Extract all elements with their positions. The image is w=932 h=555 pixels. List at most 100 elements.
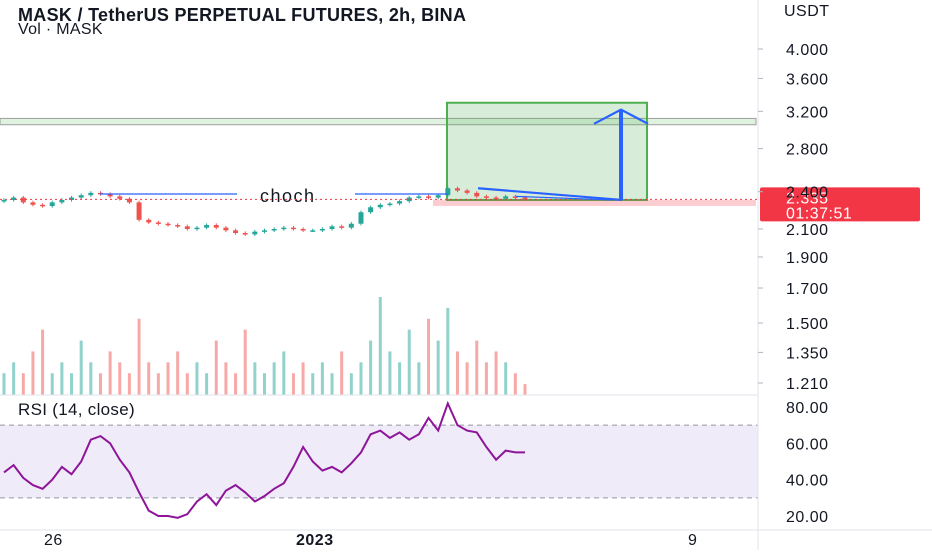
volume-bar (31, 351, 35, 395)
candle-body (474, 192, 480, 197)
volume-bar (214, 340, 218, 395)
candle-body (406, 197, 412, 202)
candle-body (522, 197, 528, 200)
candle-body (271, 228, 277, 231)
volume-bar (446, 307, 450, 395)
candle-body (319, 228, 325, 231)
volume-bar (243, 329, 247, 395)
volume-bar (70, 373, 74, 395)
price-tick-label: 2.400 (786, 185, 829, 202)
volume-bar (388, 351, 392, 395)
volume-bar (185, 373, 189, 395)
volume-bar (359, 362, 363, 395)
candle-body (416, 196, 422, 198)
volume-bar (513, 373, 517, 395)
resistance-band (0, 117, 757, 126)
currency-label: USDT (784, 3, 830, 20)
volume-bar (176, 351, 180, 395)
volume-bar (407, 329, 411, 395)
volume-bar (349, 373, 353, 395)
volume-bar (41, 329, 45, 395)
volume-bar (340, 351, 344, 395)
current-price-value: 2.335 (786, 190, 829, 207)
volume-bar (234, 373, 238, 395)
volume-bar (89, 362, 93, 395)
rsi-tick-label: 60.00 (786, 436, 829, 453)
volume-bar (320, 362, 324, 395)
price-tick-label: 3.200 (786, 104, 829, 121)
volume-bar (475, 340, 479, 395)
candle-body (165, 223, 171, 226)
candle-body (1, 199, 7, 202)
volume-bar (272, 362, 276, 395)
volume-bar (224, 362, 228, 395)
volume-bar (127, 373, 131, 395)
candle-body (49, 202, 55, 207)
rsi-line (3, 400, 525, 519)
candle-body (435, 195, 441, 198)
candle-body (339, 226, 345, 228)
candle-body (126, 198, 132, 203)
wedge-upper-line (477, 187, 623, 202)
candle-body (503, 196, 509, 199)
choch-label: choch (260, 186, 316, 206)
candle-body (136, 202, 142, 220)
volume-bar (282, 351, 286, 395)
time-tick-label: 26 (44, 532, 63, 549)
volume-bar (12, 362, 16, 395)
rsi-tick-label: 80.00 (786, 400, 829, 417)
volume-bar (2, 373, 6, 395)
price-tick-label: 1.900 (786, 250, 829, 267)
rsi-tick-label: 20.00 (786, 509, 829, 526)
volume-indicator-label: Vol · MASK (18, 21, 103, 38)
volume-bar (378, 297, 382, 395)
volume-bar (205, 373, 209, 395)
volume-bar (523, 384, 527, 395)
bar-countdown: 01:37:51 (786, 205, 852, 222)
candle-body (175, 225, 181, 227)
volume-bar (50, 373, 54, 395)
volume-bar (147, 362, 151, 395)
candle-body (329, 226, 335, 229)
candle-body (30, 202, 36, 205)
candle-body (290, 227, 296, 230)
candle-body (242, 233, 248, 235)
candle-body (117, 196, 123, 199)
volume-bar (137, 318, 141, 395)
volume-bar (484, 362, 488, 395)
candle-body (59, 199, 65, 203)
candle-body (146, 219, 152, 223)
price-tick-label: 1.350 (786, 345, 829, 362)
candle-body (281, 227, 287, 230)
rsi-band-fill (0, 425, 758, 498)
price-tick-label: 1.700 (786, 281, 829, 298)
price-tick-label: 4.000 (786, 42, 829, 59)
candle-body (483, 196, 489, 198)
candle-body (184, 226, 190, 229)
volume-bar (156, 373, 160, 395)
candle-body (155, 222, 161, 224)
volume-bar (455, 351, 459, 395)
volume-bar (79, 340, 83, 395)
time-tick-label: 2023 (296, 532, 334, 549)
volume-bar (291, 373, 295, 395)
candle-body (88, 192, 94, 196)
volume-bar (98, 373, 102, 395)
current-price-badge (760, 187, 920, 222)
time-tick-label: 9 (688, 532, 697, 549)
volume-bar (301, 362, 305, 395)
volume-bar (427, 318, 431, 395)
candle-body (348, 223, 354, 228)
candle-body (387, 203, 393, 206)
volume-bar (108, 351, 112, 395)
volume-bar (494, 351, 498, 395)
volume-bar (369, 340, 373, 395)
volume-bar (465, 362, 469, 395)
candle-body (204, 225, 210, 228)
candle-body (40, 204, 46, 207)
volume-bar (436, 340, 440, 395)
candle-body (397, 201, 403, 204)
volume-bar (166, 362, 170, 395)
